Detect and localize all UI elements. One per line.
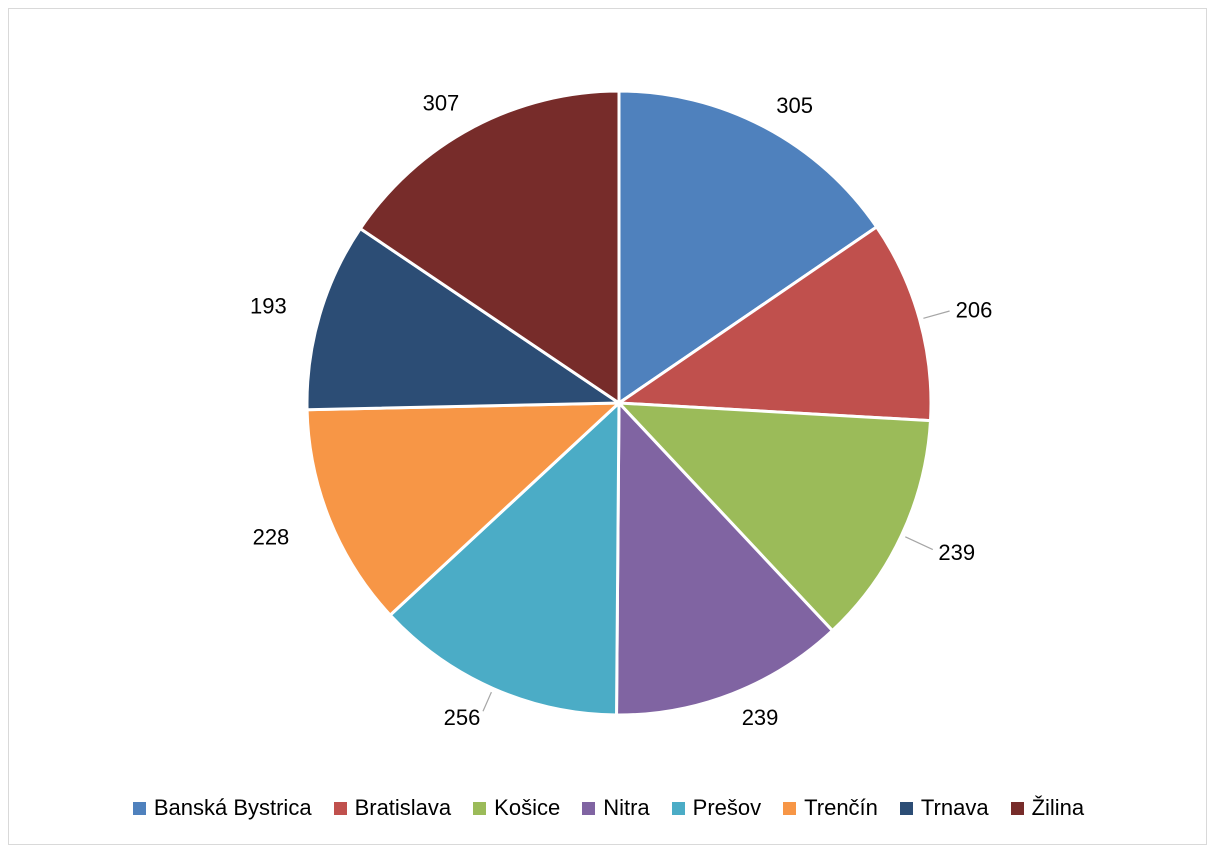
legend-item-6: Trenčín (783, 795, 878, 821)
pie-slice-2 (614, 224, 933, 423)
legend-item-5: Prešov (671, 795, 762, 821)
leader-line-5 (482, 691, 492, 712)
legend-swatch (582, 801, 596, 815)
leader-lines (482, 310, 950, 712)
data-label-5: 256 (444, 705, 481, 730)
legend: Banská Bystrica Bratislava Košice Nitra Preš… (0, 788, 1217, 828)
data-label-1: 305 (776, 93, 813, 118)
legend-swatch (333, 801, 347, 815)
legend-item-1: Banská Bystrica (132, 795, 312, 821)
pie-slice-6 (305, 401, 623, 618)
legend-swatch (132, 801, 146, 815)
pie-slice-7 (305, 226, 624, 412)
data-label-2: 206 (956, 297, 993, 322)
legend-swatch (783, 801, 797, 815)
legend-swatch (671, 801, 685, 815)
pie-slice-1 (617, 89, 879, 406)
data-label-8: 307 (423, 91, 460, 116)
pie-slices (305, 89, 933, 717)
legend-label: Trenčín (804, 795, 878, 820)
data-labels: 305 206 239 239 256 228 193 307 (250, 91, 992, 730)
pie-slice-3 (615, 401, 933, 633)
pie-slice-8 (358, 89, 621, 406)
legend-label: Žilina (1031, 795, 1085, 820)
data-label-6: 228 (253, 524, 290, 549)
pie-slice-4 (615, 399, 835, 717)
legend-item-4: Nitra (582, 795, 650, 821)
legend-label: Trnava (920, 795, 989, 820)
data-label-4: 239 (742, 705, 779, 730)
legend-swatch (899, 801, 913, 815)
leader-line-3 (905, 536, 934, 551)
legend-item-3: Košice (473, 795, 560, 821)
legend-swatch (1010, 801, 1024, 815)
pie-slice-5 (388, 399, 621, 717)
data-label-3: 239 (938, 540, 975, 565)
legend-label: Nitra (603, 795, 650, 820)
legend-label: Bratislava (354, 795, 452, 820)
legend-item-2: Bratislava (333, 795, 452, 821)
leader-line-2 (923, 310, 950, 319)
legend-swatch (473, 801, 487, 815)
legend-item-7: Trnava (899, 795, 989, 821)
legend-label: Banská Bystrica (153, 795, 312, 820)
data-label-7: 193 (250, 293, 287, 318)
legend-label: Prešov (692, 795, 762, 820)
legend-label: Košice (494, 795, 561, 820)
legend-item-8: Žilina (1010, 795, 1085, 821)
